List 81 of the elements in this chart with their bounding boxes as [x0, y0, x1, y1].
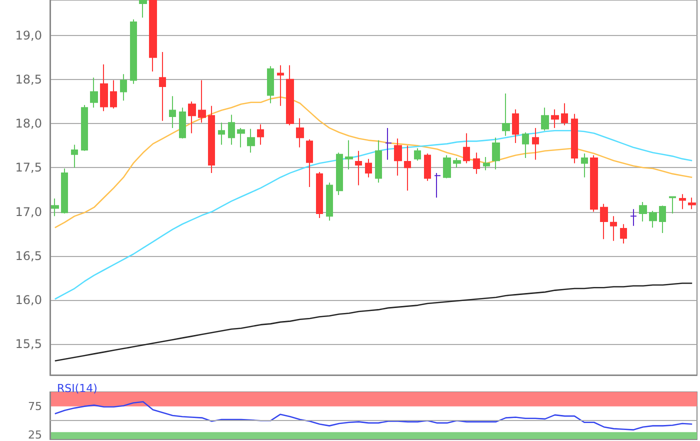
candlestick — [502, 93, 510, 136]
candlestick — [228, 114, 235, 146]
candlestick — [61, 168, 68, 214]
candlestick — [522, 132, 529, 158]
candlestick — [71, 144, 78, 168]
candlestick — [51, 198, 59, 217]
candlestick — [620, 224, 627, 244]
candlestick — [679, 194, 686, 210]
candlestick — [375, 140, 382, 184]
candlestick — [277, 64, 284, 106]
candlestick — [139, 0, 147, 18]
line-series — [54, 96, 693, 228]
candlestick — [306, 138, 313, 188]
candlestick — [443, 154, 451, 179]
y-tick-label: 16,5 — [15, 248, 42, 263]
y-tick-label: 15,5 — [15, 337, 42, 352]
candlestick — [473, 152, 480, 174]
candlestick — [149, 0, 157, 72]
candlestick — [120, 74, 127, 102]
candlestick — [610, 216, 617, 242]
candlestick — [286, 64, 294, 126]
chart-title: RSI(14) — [57, 382, 98, 395]
candlestick — [688, 197, 696, 210]
y-tick-label: 75 — [28, 400, 42, 413]
candlestick — [649, 210, 657, 228]
candlestick — [463, 132, 470, 164]
candlestick — [237, 127, 245, 148]
candlestick — [267, 66, 274, 104]
candlestick — [159, 52, 166, 122]
candlestick — [394, 138, 402, 176]
line-series — [54, 282, 693, 362]
candlestick — [639, 202, 647, 222]
candlestick — [590, 154, 598, 212]
y-tick-label: 25 — [28, 428, 42, 441]
candlestick — [365, 158, 372, 178]
candlestick — [336, 152, 343, 196]
candlestick — [130, 18, 137, 84]
candlestick — [581, 153, 588, 178]
candlestick — [316, 172, 323, 218]
candlestick — [188, 100, 196, 134]
y-tick-label: 17,0 — [15, 204, 42, 219]
candlestick — [453, 157, 461, 168]
candlestick — [512, 108, 519, 144]
candlestick — [561, 102, 568, 126]
candlestick — [208, 105, 215, 174]
candlestick — [110, 80, 117, 110]
candlestick — [424, 153, 431, 182]
candlestick — [355, 150, 362, 186]
y-tick-label: 18,5 — [15, 72, 42, 86]
candlestick — [630, 208, 637, 226]
candlestick — [492, 137, 500, 170]
candlestick — [600, 203, 608, 240]
candlestick — [179, 107, 186, 140]
candlestick — [169, 96, 176, 128]
candlestick — [483, 156, 490, 171]
candlestick — [81, 104, 88, 152]
y-tick-label: 18,0 — [15, 116, 42, 131]
candlestick — [541, 107, 549, 132]
candlestick — [385, 127, 392, 160]
candlestick — [90, 77, 98, 108]
line-series — [54, 401, 693, 430]
candlestick — [551, 108, 559, 128]
y-tick-label: 19,0 — [15, 28, 42, 42]
candlestick — [257, 124, 264, 146]
candlestick — [434, 172, 441, 198]
candlestick — [247, 128, 255, 154]
candlestick — [326, 182, 333, 222]
candlestick — [198, 80, 206, 124]
candlestick — [532, 127, 539, 160]
candlestick — [296, 118, 304, 148]
candlestick — [218, 122, 225, 146]
candlestick — [100, 64, 108, 112]
candlestick — [571, 113, 578, 164]
candlestick — [345, 140, 353, 170]
candlestick — [404, 145, 411, 192]
candlestick — [414, 148, 421, 162]
candlestick — [669, 196, 676, 214]
y-tick-label: 16,0 — [15, 293, 42, 307]
line-series — [54, 130, 693, 300]
y-tick-label: 17,5 — [15, 160, 42, 175]
candlestick — [659, 205, 666, 234]
